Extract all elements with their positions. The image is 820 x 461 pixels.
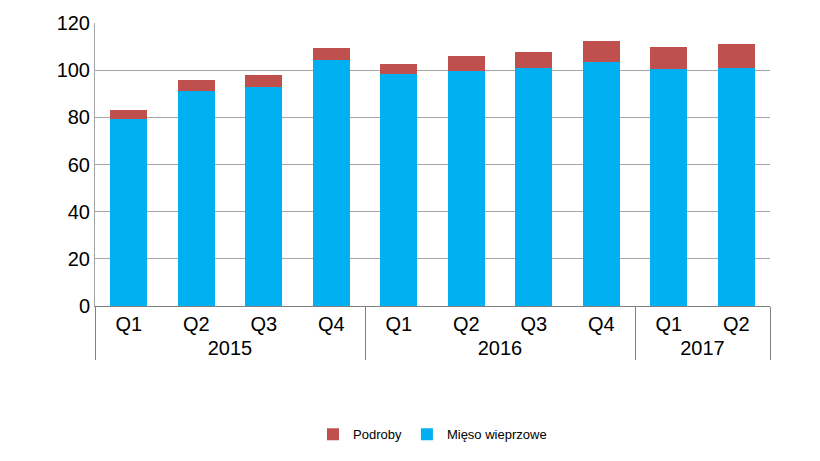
svg-text:Podroby: Podroby	[353, 427, 402, 442]
svg-text:2015: 2015	[208, 337, 253, 359]
svg-text:2017: 2017	[680, 337, 725, 359]
svg-text:80: 80	[68, 106, 90, 128]
svg-text:Q1: Q1	[385, 313, 412, 335]
svg-text:20: 20	[68, 248, 90, 270]
svg-text:40: 40	[68, 201, 90, 223]
svg-text:Q1: Q1	[655, 313, 682, 335]
svg-text:Q4: Q4	[588, 313, 615, 335]
svg-text:Q1: Q1	[115, 313, 142, 335]
svg-text:Q3: Q3	[520, 313, 547, 335]
svg-text:Q3: Q3	[250, 313, 277, 335]
svg-text:Q2: Q2	[453, 313, 480, 335]
svg-text:120: 120	[57, 12, 90, 34]
svg-text:Mięso wieprzowe: Mięso wieprzowe	[447, 427, 547, 442]
svg-text:Q2: Q2	[723, 313, 750, 335]
svg-text:Q4: Q4	[318, 313, 345, 335]
svg-text:60: 60	[68, 154, 90, 176]
svg-text:100: 100	[57, 59, 90, 81]
svg-text:0: 0	[79, 295, 90, 317]
svg-text:2016: 2016	[478, 337, 523, 359]
svg-text:Q2: Q2	[183, 313, 210, 335]
